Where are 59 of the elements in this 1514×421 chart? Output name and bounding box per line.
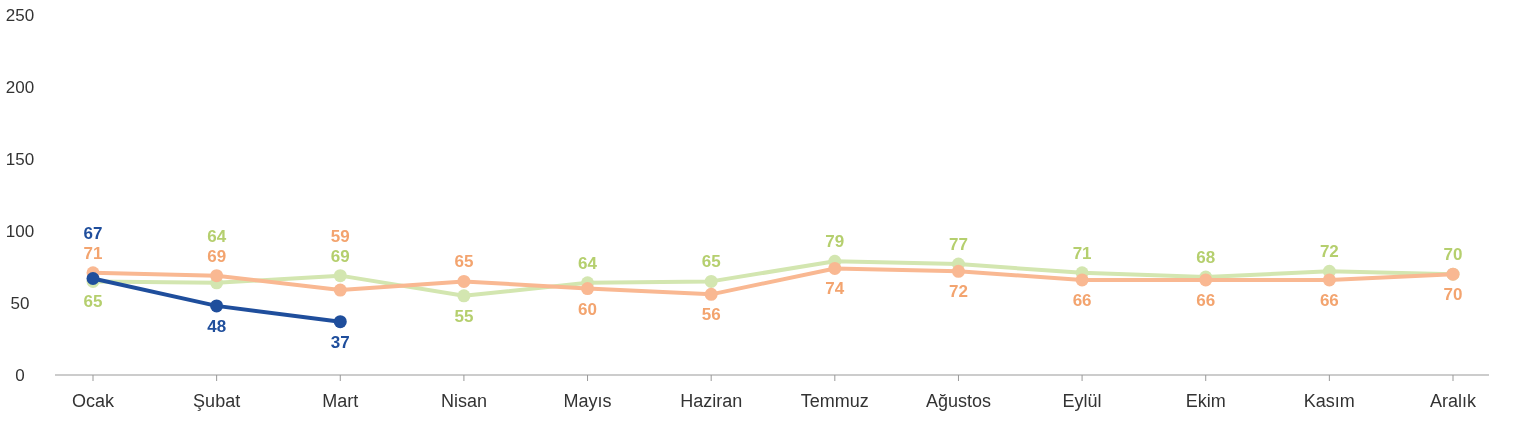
x-tick-label: Kasım — [1303, 391, 1355, 411]
data-label: 77 — [948, 235, 968, 255]
point — [951, 264, 965, 278]
point — [333, 283, 347, 297]
point — [210, 269, 224, 283]
x-tick-label: Ekim — [1185, 391, 1226, 411]
data-label: 69 — [207, 246, 227, 266]
y-tick-label: 0 — [15, 365, 25, 385]
data-label: 68 — [1196, 248, 1216, 268]
data-label: 74 — [825, 279, 845, 299]
x-tick-label: Eylül — [1062, 391, 1102, 411]
x-tick-label: Mart — [322, 391, 359, 411]
y-tick-label: 250 — [5, 5, 35, 25]
x-tick-label: Mayıs — [563, 391, 612, 411]
data-label: 70 — [1443, 285, 1463, 305]
data-label: 67 — [83, 223, 103, 243]
data-label: 66 — [1072, 290, 1092, 310]
data-label: 59 — [330, 226, 350, 246]
y-tick-label: 50 — [10, 293, 30, 313]
data-label: 72 — [948, 282, 968, 302]
data-label: 69 — [330, 246, 350, 266]
x-tick-label: Şubat — [193, 391, 241, 411]
data-label: 71 — [1072, 243, 1092, 263]
data-label: 64 — [578, 253, 598, 273]
point — [457, 274, 471, 288]
y-tick-label: 200 — [5, 77, 35, 97]
data-label: 79 — [825, 232, 845, 252]
point — [704, 287, 718, 301]
data-label: 56 — [701, 305, 721, 325]
point — [828, 261, 842, 275]
x-tick-label: Aralık — [1429, 391, 1477, 411]
data-label: 72 — [1319, 242, 1339, 262]
x-tick-label: Temmuz — [800, 391, 869, 411]
data-label: 65 — [701, 252, 721, 272]
x-tick-label: Ağustos — [925, 391, 991, 411]
point — [581, 282, 595, 296]
point — [1322, 273, 1336, 287]
x-tick-label: Haziran — [680, 391, 743, 411]
y-tick-label: 150 — [5, 149, 35, 169]
point — [704, 274, 718, 288]
data-label: 70 — [1443, 245, 1463, 265]
data-label: 66 — [1196, 290, 1216, 310]
point — [210, 299, 224, 313]
x-tick-label: Nisan — [440, 391, 487, 411]
data-label: 55 — [454, 306, 474, 326]
data-label: 64 — [207, 226, 227, 246]
data-label: 66 — [1319, 290, 1339, 310]
point — [457, 289, 471, 303]
data-label: 37 — [330, 332, 350, 352]
point — [333, 315, 347, 329]
point — [333, 269, 347, 283]
data-label: 65 — [83, 292, 103, 312]
data-label: 71 — [83, 243, 103, 263]
data-label: 65 — [454, 252, 474, 272]
x-tick-label: Ocak — [71, 391, 115, 411]
data-label: 60 — [578, 299, 598, 319]
y-tick-label: 100 — [5, 221, 35, 241]
point — [1075, 273, 1089, 287]
data-label: 48 — [207, 316, 227, 336]
